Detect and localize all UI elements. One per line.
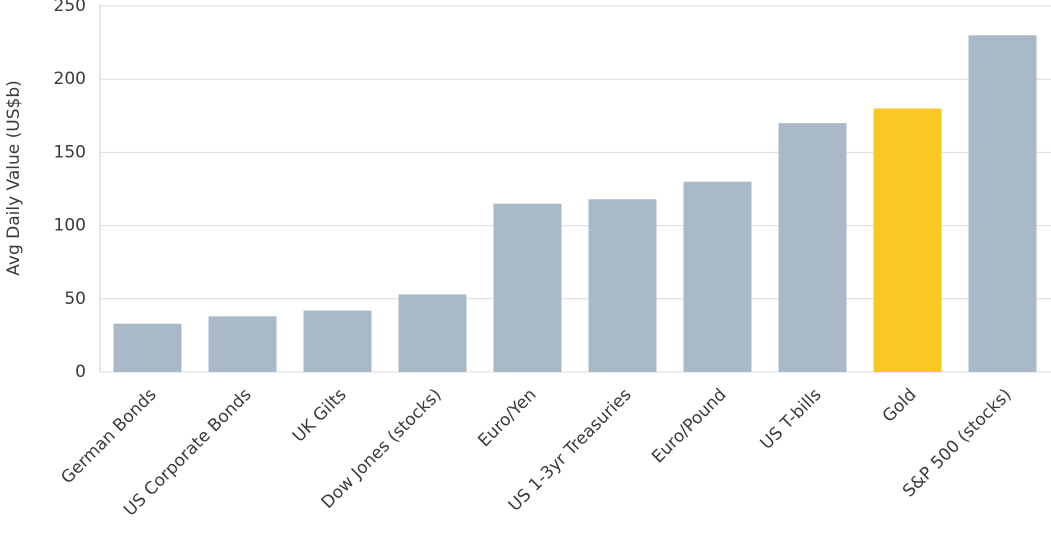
- x-tick-label: Gold: [879, 385, 921, 427]
- y-tick-label: 50: [64, 289, 86, 309]
- bar: [588, 199, 657, 372]
- x-tick-label: German Bonds: [57, 385, 160, 488]
- y-tick-label: 200: [54, 69, 86, 89]
- y-tick-label: 250: [54, 0, 86, 16]
- bar: [303, 310, 372, 372]
- y-axis-title: Avg Daily Value (US$b): [4, 80, 24, 276]
- x-tick-label: UK Gilts: [289, 385, 351, 447]
- y-tick-label: 150: [54, 142, 86, 162]
- bar: [778, 123, 847, 373]
- x-tick-label: Euro/Yen: [474, 385, 540, 451]
- y-tick-label: 0: [75, 362, 86, 382]
- y-tick-label: 100: [54, 216, 86, 236]
- bar: [493, 203, 562, 372]
- bar: [113, 323, 182, 372]
- bar: [968, 35, 1037, 372]
- bar: [208, 316, 277, 372]
- bar: [398, 294, 467, 372]
- x-tick-label: Euro/Pound: [648, 385, 730, 467]
- bar: [683, 181, 752, 372]
- x-tick-label: US T-bills: [757, 385, 826, 454]
- bar: [873, 108, 942, 372]
